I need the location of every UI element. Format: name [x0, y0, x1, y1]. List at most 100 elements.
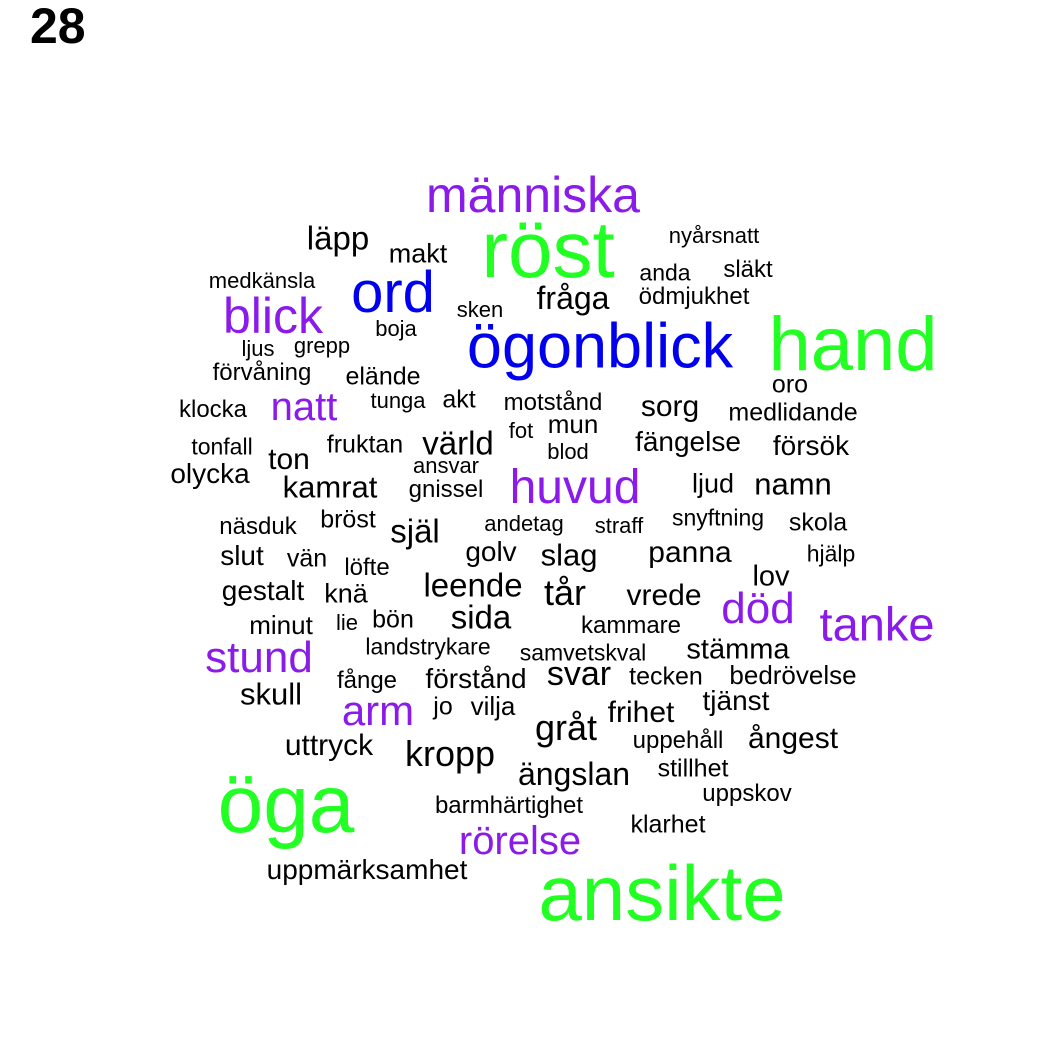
word-akt: akt — [442, 385, 476, 414]
word-skull: skull — [239, 676, 303, 712]
word-tar: tår — [543, 572, 587, 613]
word-makt: makt — [388, 238, 448, 269]
word-minut: minut — [249, 610, 313, 640]
word-stillhet: stillhet — [657, 754, 729, 783]
word-oro: oro — [771, 370, 809, 399]
word-bon: bön — [372, 605, 414, 634]
word-sorg: sorg — [640, 390, 700, 423]
word-oga: öga — [217, 759, 355, 850]
word-slag: slag — [540, 537, 598, 573]
word-dod: död — [721, 584, 795, 633]
word-kammare: kammare — [580, 612, 682, 639]
word-slakt: släkt — [723, 256, 773, 283]
word-namn: namn — [754, 466, 832, 502]
word-leende: leende — [423, 566, 523, 604]
word-hjalp: hjälp — [806, 540, 856, 567]
word-blick: blick — [222, 288, 324, 344]
word-frihet: frihet — [607, 696, 675, 729]
word-gestalt: gestalt — [221, 575, 305, 606]
word-medlidande: medlidande — [728, 398, 858, 427]
word-tecken: tecken — [629, 662, 703, 691]
word-uppmarksamhet: uppmärksamhet — [266, 854, 468, 885]
word-fruktan: fruktan — [326, 430, 404, 459]
word-grat: gråt — [534, 707, 598, 748]
word-mun: mun — [547, 409, 599, 439]
word-slut: slut — [220, 540, 264, 571]
word-blod: blod — [547, 439, 589, 464]
word-sjal: själ — [390, 512, 440, 550]
word-fraga: fråga — [536, 280, 610, 316]
word-fangelse: fängelse — [635, 426, 741, 457]
word-kamrat: kamrat — [282, 469, 378, 505]
word-straff: straff — [594, 513, 644, 538]
word-varld: värld — [422, 424, 494, 462]
word-uttryck: uttryck — [284, 729, 374, 762]
word-angslan: ängslan — [517, 756, 631, 792]
word-svar: svar — [546, 655, 612, 693]
word-brost: bröst — [320, 505, 376, 534]
word-samvetskval: samvetskval — [519, 639, 647, 666]
word-ljud: ljud — [691, 468, 735, 499]
word-snyftning: snyftning — [671, 504, 765, 531]
word-manniska: människa — [426, 167, 640, 223]
word-natt: natt — [270, 385, 338, 429]
word-sida: sida — [450, 598, 512, 636]
panel-number: 28 — [30, 0, 86, 54]
word-rost: röst — [481, 205, 615, 294]
word-tjanst: tjänst — [702, 685, 770, 716]
word-ogonblick: ögonblick — [466, 311, 734, 382]
word-tonfall: tonfall — [191, 433, 253, 460]
word-olycka: olycka — [170, 458, 250, 489]
word-boja: boja — [375, 316, 417, 341]
word-barmhartighet: barmhärtighet — [434, 792, 584, 819]
word-nasduk: näsduk — [219, 513, 297, 540]
word-sken: sken — [456, 297, 504, 322]
word-ansvar: ansvar — [412, 453, 480, 478]
word-ord: ord — [351, 260, 435, 325]
word-anda: anda — [639, 259, 691, 286]
word-medkansla: medkänsla — [208, 268, 316, 293]
word-rorelse: rörelse — [458, 819, 582, 863]
word-klocka: klocka — [178, 396, 248, 423]
word-kna: knä — [324, 578, 368, 609]
word-nyarsnatt: nyårsnatt — [668, 223, 760, 248]
word-vrede: vrede — [626, 579, 702, 612]
word-uppskov: uppskov — [702, 780, 792, 807]
word-lie: lie — [335, 610, 359, 635]
word-forstand: förstånd — [425, 663, 527, 694]
word-van: vän — [286, 544, 328, 573]
word-lofte: löfte — [344, 554, 390, 581]
word-angest: ångest — [747, 722, 839, 755]
word-kropp: kropp — [404, 733, 496, 774]
word-ton: ton — [268, 443, 310, 476]
word-huvud: huvud — [509, 461, 641, 514]
word-uppehall: uppehåll — [632, 727, 724, 754]
word-bedrovelse: bedrövelse — [729, 660, 857, 690]
word-forvaning: förvåning — [212, 359, 312, 386]
word-fange: fånge — [336, 667, 398, 694]
word-forsok: försök — [772, 430, 850, 461]
word-motstand: motstånd — [503, 389, 603, 416]
word-jo: jo — [433, 692, 453, 721]
word-fot: fot — [508, 418, 534, 443]
word-arm: arm — [341, 687, 415, 734]
word-lov: lov — [752, 560, 790, 593]
word-hand: hand — [768, 302, 938, 387]
word-lapp: läpp — [306, 219, 370, 257]
word-elande: elände — [345, 362, 421, 391]
word-gnissel: gnissel — [408, 476, 484, 503]
word-stamma: stämma — [686, 633, 790, 666]
word-ansikte: ansikte — [538, 849, 786, 937]
word-panna: panna — [648, 536, 732, 569]
word-klarhet: klarhet — [630, 810, 706, 839]
word-golv: golv — [465, 536, 517, 567]
word-vilja: vilja — [470, 691, 516, 721]
word-odmjukhet: ödmjukhet — [638, 283, 750, 310]
word-grepp: grepp — [293, 333, 351, 358]
word-andetag: andetag — [484, 511, 564, 536]
word-landstrykare: landstrykare — [365, 633, 491, 660]
word-stund: stund — [205, 633, 313, 682]
word-ljus: ljus — [241, 336, 275, 361]
word-tunga: tunga — [370, 388, 426, 413]
